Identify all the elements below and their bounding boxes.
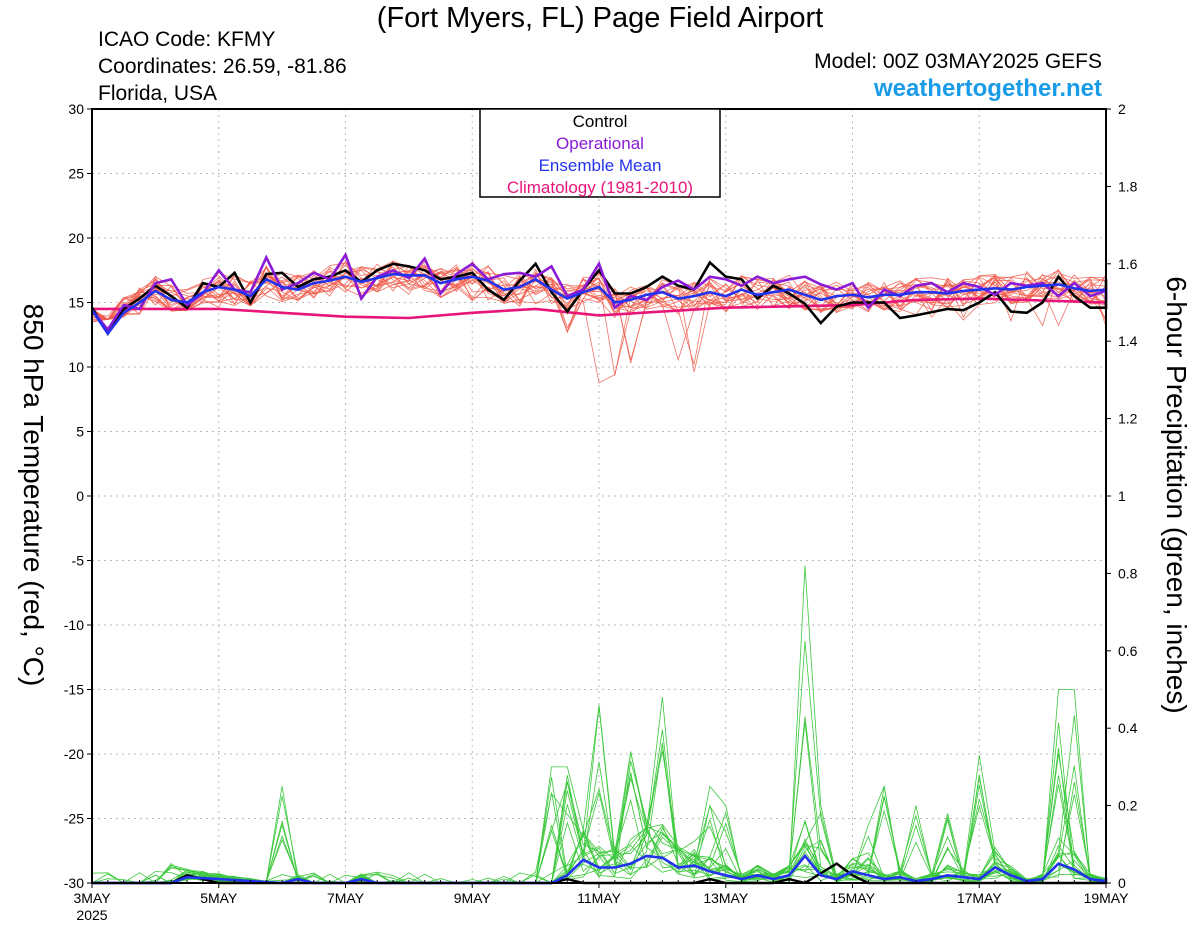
legend: Control Operational Ensemble Mean Climatolo…: [479, 108, 721, 198]
tick-label-left: 20: [68, 230, 84, 246]
grid: [92, 109, 1106, 883]
tick-label-right: 0.2: [1118, 798, 1138, 814]
y-axis-left-label: 850 hPa Temperature (red, °C): [18, 303, 49, 687]
tick-label-right: 1.6: [1118, 256, 1138, 272]
coordinates: Coordinates: 26.59, -81.86: [98, 55, 347, 78]
tick-label-right: 0: [1118, 875, 1126, 891]
tick-label-left: 30: [68, 101, 84, 117]
tick-label-right: 0.8: [1118, 565, 1138, 581]
tick-label-left: 10: [68, 359, 84, 375]
tick-label-left: 0: [76, 488, 84, 504]
tick-label-left: -30: [64, 875, 84, 891]
plot-frame: [91, 108, 1107, 884]
tick-label-x: 7MAY: [327, 890, 365, 906]
tick-label-right: 0.4: [1118, 720, 1138, 736]
tick-label-left: -10: [64, 617, 84, 633]
tick-label-x: 19MAY: [1084, 890, 1130, 906]
tick-label-right: 1: [1118, 488, 1126, 504]
y-axis-right-label: 6-hour Precipitation (green, inches): [1161, 276, 1192, 714]
axes: 302520151050-5-10-15-20-25-3021.81.61.41…: [64, 101, 1138, 923]
region: Florida, USA: [98, 82, 218, 105]
tick-label-left: -15: [64, 682, 84, 698]
tick-label-right: 0.6: [1118, 643, 1138, 659]
tick-label-x: 17MAY: [957, 890, 1003, 906]
tick-label-left: -5: [72, 553, 85, 569]
operational-temp-line: [90, 251, 1108, 332]
ensemble-mean-precip-line: [92, 853, 1108, 885]
tick-label-right: 2: [1118, 101, 1126, 117]
temp-member-line: [91, 265, 1107, 320]
tick-label-left: -20: [64, 746, 84, 762]
tick-label-left: 5: [76, 424, 84, 440]
icao-code: ICAO Code: KFMY: [98, 28, 276, 51]
model-run: Model: 00Z 03MAY2025 GEFS: [814, 50, 1102, 73]
legend-entry: Ensemble Mean: [539, 156, 662, 175]
legend-entry: Climatology (1981-2010): [507, 178, 693, 197]
ensemble-mean-temp-line: [90, 272, 1108, 336]
tick-label-year: 2025: [76, 907, 107, 923]
tick-label-right: 1.4: [1118, 333, 1138, 349]
legend-entry: Control: [573, 112, 628, 131]
tick-label-x: 15MAY: [830, 890, 876, 906]
site-link[interactable]: weathertogether.net: [873, 75, 1102, 102]
tick-label-left: 15: [68, 295, 84, 311]
legend-entry: Operational: [556, 134, 644, 153]
tick-label-left: -25: [64, 811, 84, 827]
tick-label-x: 13MAY: [703, 890, 749, 906]
temp-member-line: [91, 266, 1107, 320]
climatology-line: [92, 297, 1107, 320]
tick-label-left: 25: [68, 166, 84, 182]
series-lines: [90, 251, 1108, 885]
tick-label-right: 1.2: [1118, 411, 1138, 427]
legend-box: [479, 108, 721, 198]
tick-label-x: 11MAY: [577, 890, 621, 906]
temp-member-line: [91, 263, 1107, 373]
tick-label-right: 1.8: [1118, 178, 1138, 194]
tick-label-x: 9MAY: [454, 890, 492, 906]
chart-title: (Fort Myers, FL) Page Field Airport: [376, 2, 824, 34]
tick-label-x: 5MAY: [200, 890, 238, 906]
tick-label-x: 3MAY: [73, 890, 111, 906]
